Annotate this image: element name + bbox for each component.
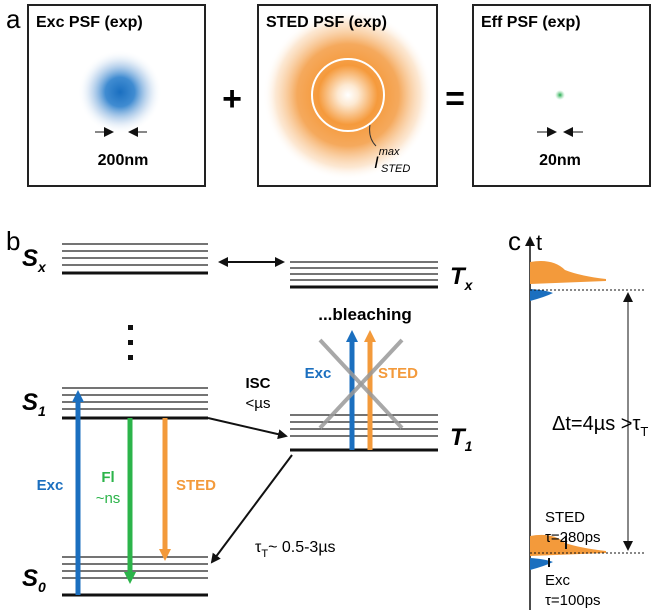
- isc-arrow: [208, 418, 286, 436]
- text: Δt=4µs >τ: [552, 413, 640, 435]
- panel-label: a: [6, 4, 21, 34]
- subscript: 1: [465, 438, 473, 454]
- level-s0: [62, 557, 208, 595]
- subscript: STED: [381, 163, 410, 175]
- isc-time: <µs: [246, 395, 271, 412]
- level-label: T1: [450, 424, 473, 454]
- level-label: Sx: [22, 245, 47, 275]
- axis-label: t: [536, 230, 542, 255]
- symbol: S: [22, 245, 38, 272]
- operator: +: [222, 80, 242, 118]
- exc-psf: [78, 50, 162, 134]
- sted-name: STED: [545, 509, 585, 526]
- panel-label: c: [508, 226, 521, 256]
- figure: a Exc PSF (exp) 200nm + STED PSF (exp) I…: [0, 0, 665, 610]
- panel-label: b: [6, 226, 20, 256]
- subscript: x: [464, 277, 474, 293]
- operator: =: [445, 80, 465, 118]
- exc-duration: τ=100ps: [545, 592, 601, 609]
- fl-label: Fl: [101, 469, 114, 486]
- isc-label: ISC: [245, 375, 270, 392]
- exc-label: Exc: [37, 477, 64, 494]
- bleaching-label: ...bleaching: [318, 305, 412, 324]
- sted-duration: τ=280ps: [545, 529, 601, 546]
- image-title: Exc PSF (exp): [36, 14, 143, 31]
- sted-label: STED: [176, 477, 216, 494]
- triplet-decay-label: τT~ 0.5-3µs: [255, 539, 336, 560]
- text: ~ 0.5-3µs: [268, 539, 335, 556]
- level-label: S1: [22, 389, 46, 419]
- image-title: Eff PSF (exp): [481, 14, 581, 31]
- subscript: 0: [38, 579, 46, 595]
- symbol: S: [22, 389, 38, 416]
- symbol: S: [22, 565, 38, 592]
- image-title: STED PSF (exp): [266, 14, 387, 31]
- level-s1: [62, 388, 208, 418]
- level-t1: [290, 415, 438, 450]
- level-tx: [290, 262, 438, 287]
- level-sx: [62, 244, 208, 273]
- subscript: 1: [38, 403, 46, 419]
- subscript: x: [37, 259, 47, 275]
- interval-label: Δt=4µs >τT: [552, 413, 648, 439]
- blocked-exc-label: Exc: [305, 365, 332, 382]
- sted-psf: [263, 10, 433, 180]
- sted-pulse: [530, 261, 606, 284]
- exc-name: Exc: [545, 572, 571, 589]
- exc-pulse: [530, 289, 553, 301]
- scale-label: 200nm: [98, 152, 149, 169]
- subscript: T: [640, 424, 648, 439]
- level-label: S0: [22, 565, 46, 595]
- eff-psf: [555, 90, 565, 100]
- level-label: Tx: [450, 263, 474, 293]
- blocked-sted-label: STED: [378, 365, 418, 382]
- ellipsis: [128, 325, 133, 360]
- fl-time: ~ns: [96, 490, 121, 507]
- superscript: max: [379, 146, 400, 158]
- scale-label: 20nm: [539, 152, 581, 169]
